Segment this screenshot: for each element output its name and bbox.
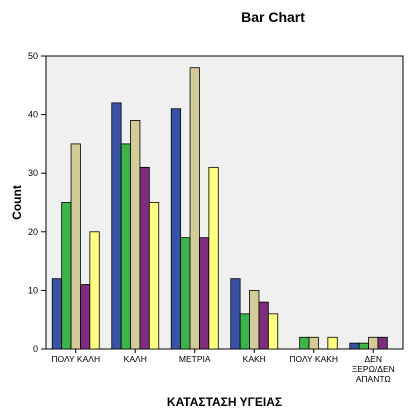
bar (180, 237, 191, 350)
x-tick-label: ΚΑΛΗ (124, 354, 147, 364)
x-tick-label: ΚΑΚΗ (243, 354, 266, 364)
bar (80, 284, 91, 350)
bar (111, 102, 122, 350)
x-tick-label: ΜΕΤΡΙΑ (179, 354, 211, 364)
bar (120, 143, 131, 350)
bar (327, 336, 338, 350)
bar (239, 313, 250, 350)
bar (299, 336, 310, 350)
bar (358, 342, 369, 350)
plot-area (45, 55, 404, 350)
chart-title: Bar Chart (241, 9, 305, 25)
y-tick-label: 40 (28, 110, 38, 120)
bar (267, 313, 279, 350)
bar (139, 166, 150, 350)
bar (61, 202, 72, 350)
bar (377, 336, 388, 350)
bar (89, 231, 100, 350)
x-tick-label: ΔΕΝ ΞΕΡΩ/ΔΕΝ ΑΠΑΝΤΩ (352, 354, 395, 384)
y-tick-label: 50 (28, 51, 38, 61)
bars (51, 67, 388, 350)
y-tick-label: 0 (33, 344, 38, 354)
bar (230, 278, 241, 350)
bar (349, 342, 360, 350)
bar (308, 336, 319, 350)
bar (249, 289, 260, 350)
y-axis: 0 10 20 30 40 50 (28, 51, 46, 354)
bar (130, 120, 141, 350)
bar (199, 237, 210, 350)
x-axis: ΠΟΛΥ ΚΑΛΗ ΚΑΛΗ ΜΕΤΡΙΑ ΚΑΚΗ ΠΟΛΥ ΚΑΚΗ ΔΕΝ ΞΕΡΩ/… (51, 349, 395, 384)
bar (70, 143, 81, 350)
bar (51, 278, 63, 350)
x-tick-label: ΠΟΛΥ ΚΑΚΗ (289, 354, 338, 364)
y-tick-label: 10 (28, 285, 38, 295)
y-axis-label: Count (10, 185, 24, 220)
x-axis-label: ΚΑΤΑΣΤΑΣΗ ΥΓΕΙΑΣ (167, 395, 282, 409)
y-tick-label: 20 (28, 227, 38, 237)
bar (148, 202, 160, 350)
bar (170, 108, 182, 350)
bar (258, 301, 269, 350)
y-tick-label: 30 (28, 168, 38, 178)
bar (189, 67, 200, 350)
bar (368, 336, 379, 350)
x-tick-label: ΠΟΛΥ ΚΑΛΗ (51, 354, 100, 364)
bar (208, 166, 219, 350)
